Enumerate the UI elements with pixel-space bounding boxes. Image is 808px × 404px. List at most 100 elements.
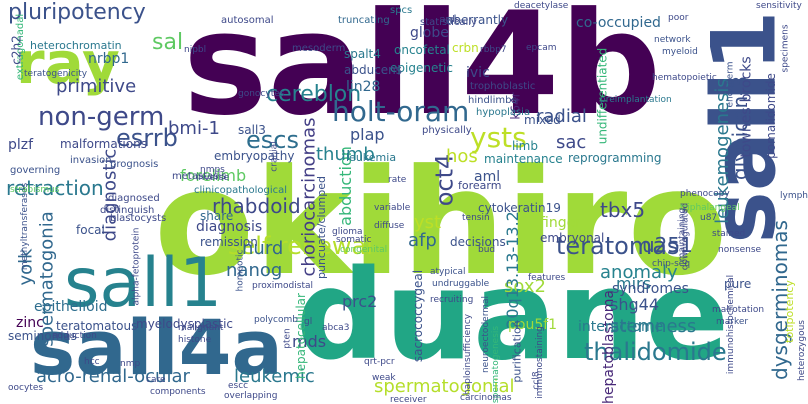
word: primitive xyxy=(56,76,137,97)
word: histone xyxy=(178,335,212,345)
word: hindlimbs xyxy=(468,95,517,106)
word: pten xyxy=(282,328,293,349)
word: focal xyxy=(76,223,105,237)
word: reprogramming xyxy=(568,151,662,165)
word: non-germ xyxy=(38,102,165,132)
word: bmi-1 xyxy=(168,118,220,139)
word: nipbl xyxy=(184,45,207,55)
word: heterozygous xyxy=(796,320,807,381)
word: heterochromatin xyxy=(30,39,122,52)
word: okihiro xyxy=(154,138,728,308)
word: downregulated xyxy=(680,202,691,271)
word: 20q13.13-13.2 xyxy=(502,211,522,329)
word: triphalangeal xyxy=(680,203,740,213)
word: afp xyxy=(408,230,437,251)
word: polycomb xyxy=(254,315,298,325)
word: spermatogenesis xyxy=(491,325,502,404)
word: somatic xyxy=(336,235,372,245)
word: inverse xyxy=(196,173,229,183)
word: mixed xyxy=(524,113,561,127)
word: network xyxy=(654,35,691,45)
word: deacetylase xyxy=(514,1,569,11)
word: trophoblastic xyxy=(470,81,536,92)
word: teratomas xyxy=(556,232,680,260)
word: stemness xyxy=(610,316,697,337)
word: bud xyxy=(478,245,496,255)
word: sacrococcygeal xyxy=(411,269,426,363)
word: weak xyxy=(372,373,396,383)
word: statistically xyxy=(420,17,477,28)
word: recruiting xyxy=(430,295,474,305)
word: aberrantly xyxy=(446,13,509,27)
word: neuroectodermal xyxy=(481,295,492,374)
word: nanog xyxy=(226,260,283,281)
word: sall4a xyxy=(30,303,283,392)
word: autosomal xyxy=(221,15,274,26)
word: syndromes xyxy=(612,281,689,297)
word: anomaly xyxy=(600,262,678,283)
word: pou5f1 xyxy=(508,317,558,333)
word: teratogenicity xyxy=(24,69,88,79)
word: methyltransferases xyxy=(20,182,31,271)
word: shg44 xyxy=(610,295,659,314)
word: cranial xyxy=(269,141,280,172)
word: hcc xyxy=(84,357,100,367)
word: puncuate/clumped xyxy=(315,176,328,279)
word: myeloid xyxy=(662,47,698,57)
word: zinc xyxy=(16,315,44,331)
word: abca3 xyxy=(322,323,350,333)
word: homeotic xyxy=(235,249,246,292)
word: purification xyxy=(510,320,524,383)
word: rate xyxy=(388,175,407,185)
word: limb xyxy=(512,139,538,153)
word: prognosis xyxy=(110,159,159,170)
word: ivic xyxy=(466,65,490,81)
word: epcam xyxy=(526,43,557,53)
word: atypical xyxy=(430,267,466,277)
word: diagnosed xyxy=(108,193,160,204)
word: adduction xyxy=(52,331,97,341)
word: poor xyxy=(668,13,689,23)
word: marker xyxy=(716,317,749,327)
word: glioma xyxy=(332,227,363,237)
word: yst xyxy=(414,212,442,233)
word: epigenetic xyxy=(390,61,453,75)
word: aml xyxy=(474,169,501,185)
word: sal xyxy=(152,30,184,55)
word: globe xyxy=(410,25,449,41)
word: rbbp7 xyxy=(480,45,507,55)
word: sox2 xyxy=(504,276,546,297)
word: features xyxy=(528,273,566,283)
word: rhabdoid xyxy=(212,194,301,218)
word: nurd xyxy=(242,238,284,259)
word: prc2 xyxy=(342,292,378,311)
word: leukemic xyxy=(234,366,315,387)
word: sac xyxy=(556,132,587,153)
word: distinguish xyxy=(100,205,155,216)
word: care xyxy=(146,375,166,385)
word: haploinsufficiency xyxy=(463,313,474,396)
word: interactome xyxy=(578,319,664,335)
word: finger xyxy=(540,215,581,231)
word: pomalidomide xyxy=(763,73,778,159)
word: components xyxy=(150,387,206,397)
word: sall3 xyxy=(238,123,266,137)
word: malrotation xyxy=(712,305,765,315)
word: embryonal xyxy=(540,231,605,245)
word: pure xyxy=(724,277,752,291)
word: crbn xyxy=(452,41,479,55)
word: physically xyxy=(422,125,472,136)
word: co-occupied xyxy=(576,15,661,31)
word: remission xyxy=(200,235,258,249)
word: cereblon xyxy=(266,82,362,107)
word: teratomatous xyxy=(56,319,138,333)
word: seminomas xyxy=(8,329,77,343)
word: retraction xyxy=(6,176,104,200)
word: truncating xyxy=(338,15,390,26)
word: receiver xyxy=(390,395,427,404)
word: diagnosis xyxy=(196,219,263,235)
word: plap xyxy=(350,125,385,144)
word: congenital xyxy=(340,245,388,255)
word: epithelioid xyxy=(34,299,108,315)
word: holt-oram xyxy=(332,95,470,128)
